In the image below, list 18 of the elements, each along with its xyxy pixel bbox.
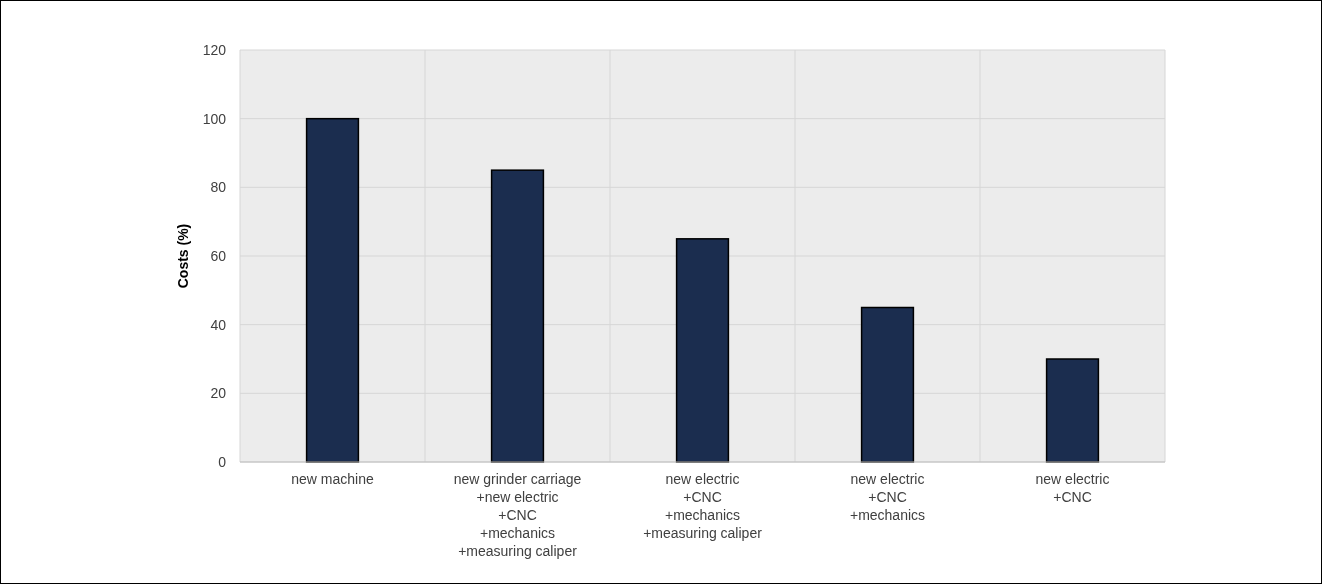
bar	[1045, 358, 1100, 463]
y-tick-label: 120	[202, 41, 227, 58]
y-axis-title: Costs (%)	[175, 223, 191, 289]
x-tick-label: new electric +CNC +mechanics	[849, 471, 926, 523]
x-tick-label: new electric +CNC +mechanics +measuring caliper	[643, 471, 763, 541]
y-tick-label: 80	[210, 179, 227, 196]
x-tick-label: new electric +CNC	[1035, 471, 1110, 505]
y-tick-label: 60	[210, 247, 227, 264]
x-tick-label: new grinder carriage +new electric +CNC +mechanics +measuring caliper	[453, 471, 582, 559]
bar	[860, 306, 915, 463]
y-tick-label: 0	[218, 453, 227, 470]
y-tick-label: 40	[210, 316, 227, 333]
y-tick-label: 100	[202, 110, 227, 127]
y-tick-label: 20	[210, 385, 227, 402]
x-tick-label: new machine	[291, 471, 374, 487]
bar	[490, 169, 545, 463]
bar	[305, 117, 360, 463]
bar	[675, 238, 730, 463]
